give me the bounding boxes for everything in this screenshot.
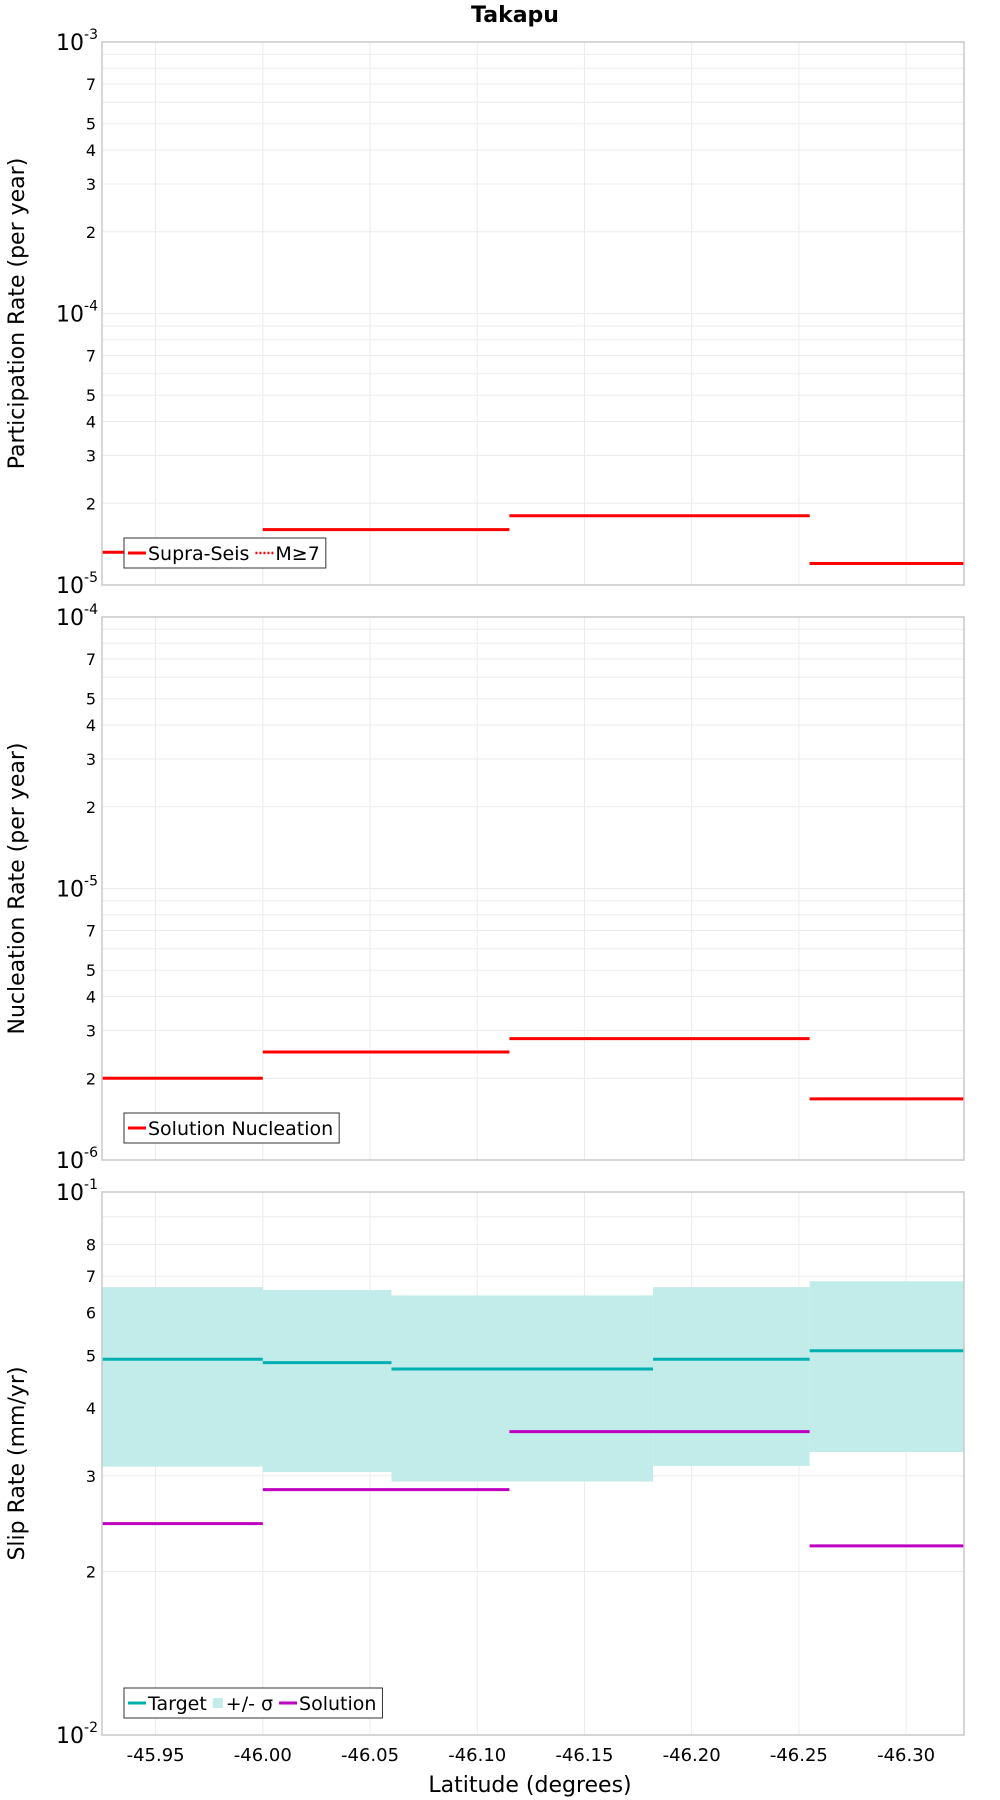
legend: Solution Nucleation (123, 1112, 340, 1144)
y-tick-label-minor: 4 (86, 413, 96, 432)
y-tick-label-minor: 2 (86, 494, 96, 513)
y-tick-label-minor: 3 (86, 175, 96, 194)
legend-box (123, 1112, 340, 1144)
y-tick-label-minor: 2 (86, 223, 96, 242)
legend-box (123, 537, 327, 569)
y-tick-label-minor: 4 (86, 141, 96, 160)
y-tick-label-minor: 8 (86, 1236, 96, 1255)
y-tick-label-minor: 6 (86, 1303, 96, 1322)
legend-box (123, 1687, 383, 1719)
y-tick-label-minor: 3 (86, 1467, 96, 1486)
x-tick-label: -46.10 (448, 1745, 506, 1766)
chart-title: Takapu (471, 3, 559, 28)
y-tick-label-minor: 4 (86, 988, 96, 1007)
y-tick-label-minor: 7 (86, 75, 96, 94)
y-tick-label-major: 10-3 (56, 27, 98, 56)
x-tick-label: -45.95 (127, 1745, 185, 1766)
y-tick-label-major: 10-6 (56, 1145, 98, 1174)
sigma-band-segment (102, 1287, 263, 1467)
panel-2: 10-6 10-5 10-4 2 3 4 5 7 2 3 4 5 7 Nucleation Rate (p… (5, 602, 965, 1174)
y-tick-label-minor: 2 (86, 1069, 96, 1088)
y-tick-label-minor: 7 (86, 1267, 96, 1286)
y-tick-label-major: 10-4 (56, 299, 98, 328)
y-tick-label-major: 10-1 (56, 1177, 98, 1206)
sigma-band-segment (809, 1281, 964, 1453)
y-tick-label-major: 10-5 (56, 874, 98, 903)
y-tick-label-minor: 5 (86, 1346, 96, 1365)
y-tick-label-minor: 7 (86, 650, 96, 669)
plot-frame (101, 41, 965, 586)
x-tick-label: -46.00 (234, 1745, 292, 1766)
y-tick-label-minor: 2 (86, 1563, 96, 1582)
x-tick-label: -46.05 (341, 1745, 399, 1766)
y-tick-label-minor: 5 (86, 386, 96, 405)
y-axis-label: Participation Rate (per year) (5, 158, 30, 470)
y-tick-label-minor: 7 (86, 347, 96, 366)
y-axis-label: Nucleation Rate (per year) (5, 743, 30, 1035)
y-tick-label-major: 10-2 (56, 1720, 98, 1749)
panel-1: 10-5 10-4 10-3 2 3 4 5 7 2 3 4 5 7 Participation Rate… (5, 27, 965, 599)
sigma-band-segment (653, 1287, 810, 1466)
legend-label: Solution (299, 1693, 376, 1715)
y-tick-label-minor: 5 (86, 115, 96, 134)
x-tick-label: -46.25 (770, 1745, 828, 1766)
x-tick-label: -46.30 (877, 1745, 935, 1766)
legend: Target +/- σ Solution (123, 1687, 383, 1719)
plot-frame (101, 616, 965, 1161)
panel-3: 10-2 10-1 2 3 4 5 6 7 8 -45.95 -46.00 -46.05 -46.10 -… (5, 1177, 965, 1766)
y-tick-label-minor: 3 (86, 750, 96, 769)
x-tick-label: -46.20 (663, 1745, 721, 1766)
legend-label: Solution Nucleation (148, 1118, 333, 1140)
legend-label: Target (147, 1693, 207, 1715)
y-tick-label-minor: 5 (86, 690, 96, 709)
plot-frame (101, 1191, 965, 1736)
legend-label: M≥7 (275, 543, 319, 565)
sigma-band-segment (262, 1289, 392, 1473)
legend: Supra-Seis M≥7 (123, 537, 327, 569)
y-tick-label-major: 10-4 (56, 602, 98, 631)
x-axis-label: Latitude (degrees) (428, 1773, 631, 1798)
x-tick-label: -46.15 (555, 1745, 613, 1766)
y-tick-label-minor: 3 (86, 1021, 96, 1040)
y-tick-label-minor: 7 (86, 922, 96, 941)
legend-swatch (212, 1698, 223, 1708)
y-tick-label-minor: 4 (86, 716, 96, 735)
legend-label: +/- σ (226, 1693, 273, 1715)
y-tick-label-minor: 5 (86, 961, 96, 980)
y-tick-label-minor: 4 (86, 1399, 96, 1418)
y-axis-label: Slip Rate (mm/yr) (5, 1366, 30, 1560)
y-tick-label-minor: 3 (86, 446, 96, 465)
y-tick-label-minor: 2 (86, 798, 96, 817)
y-tick-label-major: 10-5 (56, 570, 98, 599)
sigma-band-segment (391, 1295, 654, 1482)
legend-label: Supra-Seis (148, 543, 249, 565)
